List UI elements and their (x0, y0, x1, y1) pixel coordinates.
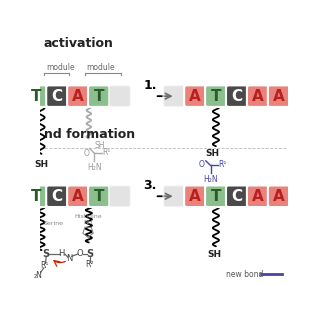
Text: A: A (72, 89, 84, 104)
FancyBboxPatch shape (163, 85, 185, 107)
Text: ₂N: ₂N (34, 271, 43, 280)
Text: T: T (94, 89, 104, 104)
FancyBboxPatch shape (88, 186, 110, 207)
Text: A: A (72, 189, 84, 204)
Text: R¹: R¹ (219, 160, 227, 169)
Text: Histidine: Histidine (74, 214, 102, 219)
FancyBboxPatch shape (226, 186, 248, 207)
Text: O: O (77, 250, 84, 259)
Text: SH: SH (35, 160, 49, 169)
FancyBboxPatch shape (25, 186, 47, 207)
FancyBboxPatch shape (67, 186, 89, 207)
Text: O: O (84, 148, 89, 158)
Text: NH: NH (83, 220, 93, 225)
Text: C: C (231, 89, 243, 104)
FancyBboxPatch shape (184, 186, 206, 207)
Text: H₂N: H₂N (203, 175, 218, 184)
Text: R²: R² (85, 260, 94, 268)
Text: A: A (273, 189, 284, 204)
Text: nd formation: nd formation (44, 128, 135, 141)
FancyBboxPatch shape (88, 85, 110, 107)
Text: T: T (31, 89, 41, 104)
Text: Serine: Serine (44, 221, 64, 226)
FancyBboxPatch shape (268, 186, 290, 207)
FancyBboxPatch shape (109, 85, 131, 107)
FancyBboxPatch shape (205, 85, 227, 107)
FancyBboxPatch shape (163, 186, 185, 207)
FancyBboxPatch shape (46, 186, 68, 207)
Text: N: N (66, 254, 73, 263)
Text: A: A (273, 89, 284, 104)
Text: H₂N: H₂N (87, 163, 101, 172)
Text: SH: SH (207, 250, 221, 259)
Text: T: T (211, 189, 221, 204)
Text: S: S (43, 249, 50, 259)
Text: SH: SH (94, 141, 105, 150)
FancyBboxPatch shape (184, 85, 206, 107)
Text: SH: SH (206, 148, 220, 157)
Text: C: C (52, 89, 63, 104)
Text: R¹: R¹ (102, 148, 111, 157)
FancyBboxPatch shape (268, 85, 290, 107)
Text: T: T (94, 189, 104, 204)
FancyBboxPatch shape (205, 186, 227, 207)
Text: 1.: 1. (143, 79, 157, 92)
Text: C: C (52, 189, 63, 204)
Text: A: A (189, 89, 201, 104)
FancyBboxPatch shape (46, 85, 68, 107)
Text: A: A (189, 189, 201, 204)
FancyBboxPatch shape (226, 85, 248, 107)
Text: R¹: R¹ (40, 261, 49, 270)
FancyBboxPatch shape (25, 85, 47, 107)
Text: T: T (211, 89, 221, 104)
FancyBboxPatch shape (247, 186, 268, 207)
FancyBboxPatch shape (67, 85, 89, 107)
Text: T: T (31, 189, 41, 204)
Text: H: H (59, 250, 65, 259)
Text: activation: activation (44, 37, 114, 50)
Text: A: A (252, 189, 264, 204)
Text: A: A (252, 89, 264, 104)
Text: module: module (46, 62, 75, 71)
Text: S: S (86, 249, 93, 259)
Text: module: module (86, 62, 115, 71)
Text: 3.: 3. (143, 179, 157, 192)
Text: new bond: new bond (226, 269, 263, 278)
Text: O: O (199, 160, 205, 169)
Text: C: C (231, 189, 243, 204)
FancyBboxPatch shape (247, 85, 268, 107)
FancyBboxPatch shape (109, 186, 131, 207)
